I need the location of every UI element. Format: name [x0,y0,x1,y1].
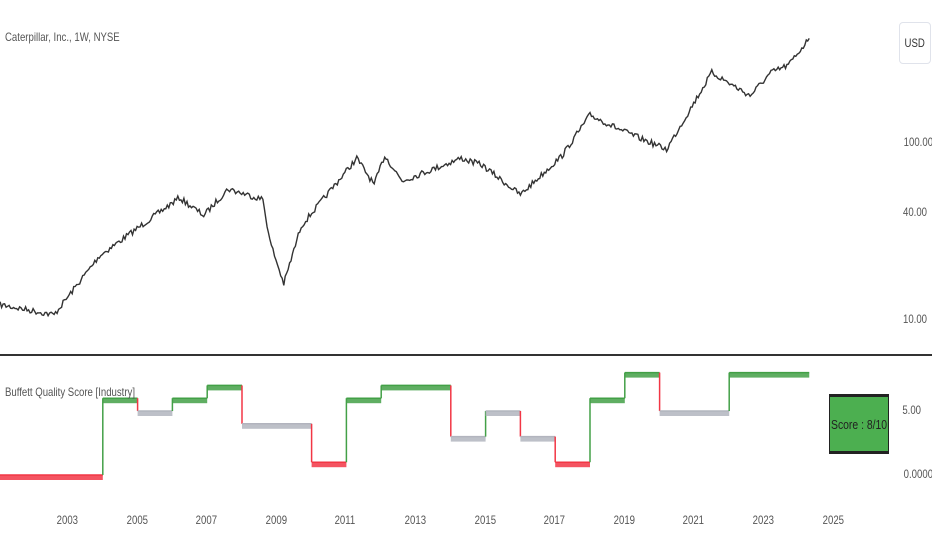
time-axis-tick: 2005 [126,513,148,527]
time-axis-tick: 2011 [334,513,356,527]
score-step-band [242,423,312,429]
score-axis-tick: 5.00 [902,403,922,417]
score-step-band [450,436,486,442]
score-step-band [624,372,660,378]
time-axis-tick: 2009 [265,513,287,527]
score-step-band [590,398,625,404]
time-axis-tick: 2021 [683,513,705,527]
score-step-band [137,411,173,416]
time-axis-tick: 2019 [613,513,635,527]
indicator-title: Buffett Quality Score [Industry] [5,385,136,399]
score-step-band [729,372,810,378]
currency-label: USD [904,36,926,50]
score-axis-tick: 0.0000 [903,467,932,481]
score-step-band [555,462,590,468]
price-axis-tick: 40.00 [903,205,928,220]
time-axis-tick: 2017 [543,513,566,527]
score-step-band [102,398,138,404]
score-label: Score : 8/10 [830,416,888,432]
time-axis-tick: 2025 [822,513,844,527]
score-step-band [485,411,521,416]
score-step-band [346,398,382,404]
time-axis-tick: 2013 [404,513,427,527]
score-step-band [659,411,730,416]
score-step-band [0,475,103,480]
score-box: Score : 8/10 [829,394,889,454]
price-axis-tick: 100.00 [903,135,932,149]
time-axis-tick: 2007 [195,513,218,527]
time-axis-tick: 2003 [56,513,79,527]
symbol-title: Caterpillar, Inc., 1W, NYSE [5,30,120,44]
price-axis-tick: 10.00 [903,312,928,326]
score-step-band [381,385,451,391]
score-step-band [172,398,208,404]
price-series-line [0,38,810,318]
time-axis-tick: 2015 [474,513,496,527]
time-axis-tick: 2023 [752,513,775,527]
score-step-band [520,436,556,442]
score-step-band [207,385,242,391]
currency-button[interactable]: USD [899,22,931,64]
score-step-band [311,462,347,468]
